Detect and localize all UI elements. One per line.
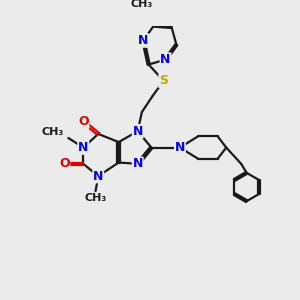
Text: O: O — [78, 115, 88, 128]
Text: CH₃: CH₃ — [84, 193, 107, 203]
Text: N: N — [133, 125, 143, 138]
Text: N: N — [93, 169, 104, 183]
Text: N: N — [160, 53, 171, 66]
Text: N: N — [138, 34, 149, 47]
Text: N: N — [133, 158, 143, 170]
Text: N: N — [175, 141, 185, 154]
Text: CH₃: CH₃ — [131, 0, 153, 9]
Text: N: N — [78, 141, 88, 154]
Text: CH₃: CH₃ — [41, 127, 63, 136]
Text: S: S — [159, 74, 168, 87]
Text: O: O — [59, 158, 70, 170]
